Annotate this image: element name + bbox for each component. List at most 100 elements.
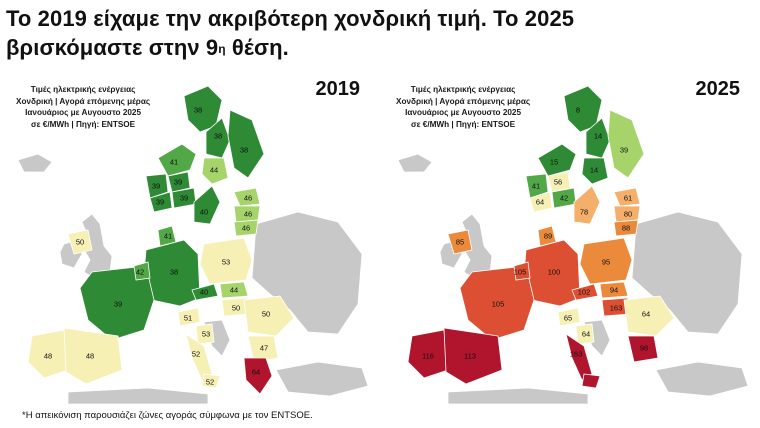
price-zone-label-2019-4: 41 [170,158,178,167]
price-zone-2019-17 [191,283,219,301]
price-zone-2019-29 [201,373,221,389]
headline-line-2: βρισκόμαστε στην 9η θέση. [6,33,754,62]
price-zone-2019-26 [27,329,69,379]
price-zone-label-2019-26: 48 [44,352,52,361]
iceland-shape [397,153,433,173]
price-zone-2019-25 [247,335,279,363]
price-zone-2025-6 [547,171,571,193]
price-zone-label-2025-16: 95 [602,258,610,267]
headline: Το 2019 είχαμε την ακριβότερη χονδρική τ… [6,4,754,62]
price-zone-2019-18 [219,281,249,299]
price-zone-label-2019-8: 39 [180,194,188,203]
price-zone-label-2019-12: 46 [242,224,250,233]
turkey-shape [275,361,369,397]
price-zone-label-2019-3: 44 [210,166,218,175]
price-zone-label-2025-18: 94 [610,286,618,295]
price-zone-label-2025-26: 116 [422,352,434,361]
price-zone-label-2019-2: 38 [240,146,248,155]
price-zone-2019-23 [177,307,201,327]
price-zone-2025-2 [607,109,645,179]
map-year-label: 2019 [315,78,361,100]
europe-price-map-2025: 8 14 39 14 15 41 56 64 42 78 61 80 88 85 89 100 95 102 94 1… [397,85,749,404]
price-zone-label-2019-23: 51 [184,314,192,323]
price-zone-label-2025-1: 14 [594,132,602,141]
price-zone-label-2025-11: 80 [624,210,632,219]
price-zone-label-2025-22: 64 [642,310,650,319]
price-zone-label-2019-6: 39 [174,178,182,187]
price-zone-2025-17 [571,283,599,301]
price-zone-2019-4 [157,143,197,177]
caption-line: σε €/MWh | Πηγή: ENTSOE [31,119,136,129]
price-zone-2019-10 [233,187,261,207]
price-zone-label-2019-25: 47 [260,344,268,353]
caption-line: Τιμές ηλεκτρικής ενέργειας [30,85,136,94]
price-zone-label-2025-15: 100 [548,268,561,277]
caption-line: Ιανουάριος με Αυγουστο 2025 [405,108,522,117]
map-year-label: 2025 [695,78,741,100]
price-zone-label-2025-20: 105 [514,268,527,277]
price-zone-2025-16 [579,237,633,285]
caption-line: Ιανουάριος με Αυγουστο 2025 [25,108,142,117]
price-zone-label-2025-5: 41 [532,182,540,191]
price-zone-2019-20 [133,261,151,281]
price-zone-label-2019-5: 39 [152,182,160,191]
price-zone-label-2025-9: 78 [580,208,588,217]
headline-line-1: Το 2019 είχαμε την ακριβότερη χονδρική τ… [6,6,575,31]
price-zone-label-2025-24: 64 [582,330,590,339]
price-zone-label-2019-28: 52 [192,350,200,359]
europe-price-map-2019: 38 38 38 44 41 39 39 39 39 40 46 46 46 50 41 38 53 40 44 39… [17,85,369,404]
price-zone-2025-27 [443,327,503,385]
price-zone-label-2019-17: 40 [200,288,208,297]
price-zone-label-2019-24: 53 [202,330,210,339]
price-zone-label-2025-21: 163 [610,304,623,313]
price-zone-label-2025-2: 39 [620,146,628,155]
price-zone-label-2019-19: 39 [114,300,122,309]
map-panel-2019: Τιμές ηλεκτρικής ενέργειας Χονδρική | Αγ… [8,74,374,404]
price-zone-label-2025-7: 64 [536,198,544,207]
price-zone-2025-4 [537,143,577,177]
price-zone-2025-13 [447,229,473,255]
price-zone-label-2019-16: 53 [222,258,230,267]
price-zone-label-2025-19: 105 [492,300,505,309]
price-zone-2025-18 [599,281,629,299]
price-zone-2019-30 [243,357,273,395]
price-zone-label-2025-28: 163 [570,350,583,359]
price-zone-2019-7 [149,191,173,213]
price-zone-2019-13 [67,229,93,255]
price-zone-2025-12 [613,219,639,237]
footnote: *Η απεικόνιση παρουσιάζει ζώνες αγοράς σ… [22,410,313,421]
price-zone-2025-20 [513,261,531,281]
price-zone-label-2025-17: 102 [578,288,591,297]
price-zone-2025-24 [575,323,595,345]
price-zone-label-2019-11: 46 [244,210,252,219]
price-zone-label-2019-27: 48 [86,352,94,361]
caption-line: Χονδρική | Αγορά επόμενης μέρας [396,96,531,106]
price-zone-label-2025-6: 56 [554,178,562,187]
price-zone-label-2025-10: 61 [624,194,632,203]
map-caption: Τιμές ηλεκτρικής ενέργειας Χονδρική | Αγ… [396,84,530,130]
price-zone-2025-1 [585,117,611,159]
price-zone-label-2025-23: 65 [564,314,572,323]
east-europe-shape [631,211,743,335]
caption-line: Τιμές ηλεκτρικής ενέργειας [410,85,516,94]
price-zone-label-2019-21: 50 [232,304,240,313]
price-zone-2019-24 [195,323,215,345]
price-zone-label-2025-3: 14 [590,166,598,175]
price-zone-2019-22 [243,295,295,337]
price-zone-2019-27 [63,327,123,385]
price-zone-label-2025-4: 15 [550,158,558,167]
price-zone-label-2025-12: 88 [622,224,630,233]
headline-line-2-prefix: βρισκόμαστε στην 9 [6,35,219,60]
north-africa-shape [67,387,209,404]
price-zone-2025-26 [407,329,449,379]
price-zone-2019-3 [201,157,229,185]
price-zone-2025-22 [623,295,675,337]
price-zone-label-2019-10: 46 [244,194,252,203]
iceland-shape [17,153,53,173]
price-zone-2019-12 [233,219,259,237]
price-zone-2019-5 [145,173,169,199]
map-panel-2025: Τιμές ηλεκτρικής ενέργειας Χονδρική | Αγ… [388,74,754,404]
price-zone-label-2019-30: 64 [252,368,260,377]
price-zone-2025-5 [525,173,549,199]
price-zone-2025-3 [581,157,609,185]
